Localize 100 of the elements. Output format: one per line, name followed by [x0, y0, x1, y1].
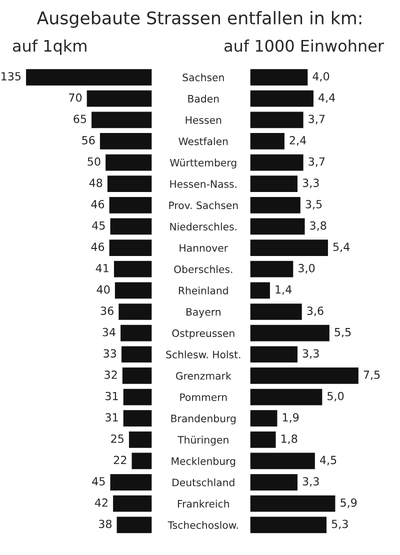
bar	[250, 302, 303, 321]
bar	[110, 218, 152, 236]
y-tick-label: Niederschles.	[170, 222, 236, 230]
bar	[99, 132, 152, 150]
bar	[250, 282, 271, 300]
bar	[250, 111, 304, 129]
bar	[118, 302, 152, 321]
bar	[250, 494, 336, 512]
data-label: 135	[2, 72, 21, 80]
y-tick-label: Hessen	[186, 116, 222, 124]
bar	[250, 346, 298, 364]
chart-subtitle: auf 1qkm	[12, 39, 86, 55]
data-label: 41	[96, 264, 108, 272]
bar	[250, 430, 276, 449]
data-label: 31	[106, 392, 118, 400]
data-label: 50	[88, 157, 100, 166]
bar	[108, 238, 152, 257]
data-label: 3,8	[310, 221, 326, 231]
data-label: 33	[104, 349, 116, 358]
data-label: 1,4	[276, 285, 292, 295]
data-label: 3,3	[302, 477, 319, 487]
y-tick-label: Westfalen	[178, 137, 228, 146]
chart-title: auf 1000 Einwohner	[224, 39, 384, 52]
bar	[25, 68, 152, 86]
data-label: 4,5	[320, 456, 336, 466]
data-label: 46	[91, 200, 104, 208]
bar	[122, 388, 152, 406]
text: Ausgebaute Strassen entfallen in km:	[36, 11, 362, 28]
data-label: 3,3	[302, 349, 319, 359]
data-label: 3,7	[308, 157, 325, 167]
y-tick-label: Mecklenburg	[172, 457, 236, 467]
data-label: 5,3	[332, 520, 348, 530]
data-label: 65	[74, 114, 86, 124]
bar	[250, 516, 328, 534]
bar	[250, 238, 329, 257]
y-tick-label: Prov. Sachsen	[169, 201, 238, 210]
bar	[122, 366, 152, 385]
y-tick-label: Baden	[188, 94, 219, 103]
data-label: 7,5	[364, 370, 380, 380]
bar	[250, 409, 278, 428]
data-label: 5,5	[334, 328, 351, 338]
bar	[250, 174, 298, 193]
data-label: 3,0	[298, 264, 315, 274]
data-label: 38	[98, 520, 112, 528]
bar	[128, 430, 152, 449]
y-tick-label: Schlesw. Holst.	[166, 350, 240, 358]
data-label: 32	[104, 370, 117, 379]
bar	[250, 68, 308, 86]
bar	[113, 260, 152, 278]
bar	[250, 452, 316, 470]
data-label: 3,5	[306, 200, 322, 210]
y-tick-label: Brandenburg	[171, 414, 236, 424]
bar	[250, 366, 360, 385]
y-tick-label: Tschechoslow.	[168, 521, 238, 529]
data-label: 2,4	[290, 136, 306, 146]
bar	[86, 90, 152, 108]
data-label: 5,9	[340, 498, 357, 508]
y-tick-label: Hessen-Nass.	[170, 180, 236, 188]
y-tick-label: Rheinland	[178, 286, 228, 294]
data-label: 1,9	[282, 413, 299, 423]
bar	[106, 174, 152, 193]
bar	[120, 324, 152, 342]
bar	[250, 473, 298, 492]
data-label: 4,4	[318, 94, 336, 103]
y-tick-label: Deutschland	[172, 478, 234, 486]
y-tick-label: Sachsen	[182, 73, 224, 82]
y-tick-label: Württemberg	[170, 158, 236, 168]
data-label: 3,6	[307, 306, 324, 316]
data-label: 1,8	[281, 434, 298, 444]
data-label: 45	[92, 477, 105, 486]
y-tick-label: Grenzmark	[176, 372, 232, 380]
data-label: 40	[96, 285, 110, 294]
bar	[250, 154, 304, 172]
data-label: 31	[106, 413, 118, 422]
data-label: 42	[94, 498, 108, 507]
bar	[250, 324, 330, 342]
data-label: 25	[111, 434, 124, 443]
bar	[104, 154, 152, 172]
bar	[131, 452, 152, 470]
bar	[116, 516, 152, 534]
bar	[108, 196, 152, 214]
data-label: 4,0	[312, 72, 330, 82]
data-label: 45	[92, 221, 105, 230]
bar	[114, 282, 152, 300]
bar	[250, 218, 306, 236]
data-label: 3,3	[302, 178, 319, 188]
y-tick-label: Frankreich	[178, 500, 229, 508]
data-label: 5,4	[333, 242, 350, 252]
data-label: 36	[100, 306, 114, 315]
bar	[112, 494, 152, 512]
bar	[122, 409, 152, 428]
bar	[250, 132, 286, 150]
data-label: 22	[114, 456, 126, 464]
data-label: 5,0	[328, 392, 344, 402]
data-label: 70	[69, 93, 82, 102]
bar	[120, 346, 152, 364]
data-label: 3,7	[308, 114, 325, 124]
data-label: 46	[91, 242, 104, 252]
y-tick-label: Bayern	[186, 308, 220, 318]
bar	[250, 260, 294, 278]
